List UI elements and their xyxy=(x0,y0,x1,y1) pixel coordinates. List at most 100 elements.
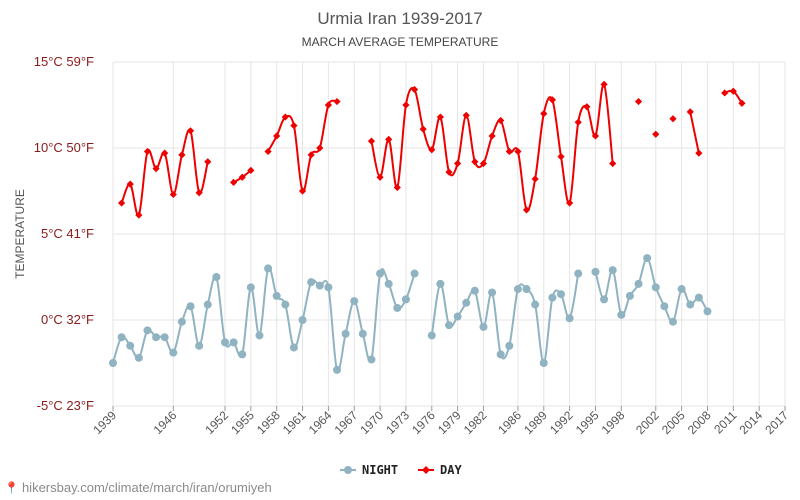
series-line-day xyxy=(370,83,614,212)
data-point-day xyxy=(118,199,126,207)
data-point-day xyxy=(161,149,169,157)
data-point-day xyxy=(488,132,496,140)
data-point-day xyxy=(186,127,195,135)
data-point-day xyxy=(385,135,393,143)
data-point-night xyxy=(238,350,247,359)
data-point-day xyxy=(721,89,729,97)
x-tick-label: 1939 xyxy=(90,408,119,437)
x-tick-label: 1995 xyxy=(573,408,602,437)
data-point-night xyxy=(479,322,488,331)
legend-marker-circle xyxy=(344,466,352,474)
data-point-day xyxy=(376,173,384,181)
data-point-night xyxy=(703,307,712,316)
legend-item-day[interactable]: DAY xyxy=(418,463,462,477)
x-tick-label: 1989 xyxy=(521,408,550,437)
data-point-night xyxy=(229,338,238,347)
data-point-night xyxy=(574,269,583,278)
data-point-night xyxy=(246,283,255,292)
data-point-day xyxy=(324,101,332,109)
y-tick-label: 15°C 59°F xyxy=(34,54,94,69)
data-point-night xyxy=(255,331,264,340)
data-point-night xyxy=(393,303,402,312)
data-point-day xyxy=(178,151,186,159)
data-point-night xyxy=(350,297,359,306)
data-point-day xyxy=(393,183,401,192)
data-point-day xyxy=(264,147,272,156)
data-point-day xyxy=(514,147,522,156)
data-point-night xyxy=(643,254,652,263)
series-night xyxy=(109,254,712,374)
x-tick-label: 1964 xyxy=(306,408,335,437)
data-point-day xyxy=(298,187,307,195)
data-point-day xyxy=(333,97,341,106)
data-point-day xyxy=(600,80,608,88)
data-point-night xyxy=(401,295,410,304)
x-tick-label: 2017 xyxy=(762,408,791,437)
data-point-night xyxy=(358,329,367,338)
data-point-night xyxy=(117,333,126,342)
data-point-day xyxy=(169,190,177,199)
data-point-day xyxy=(402,101,410,109)
data-point-night xyxy=(513,285,522,294)
data-point-day xyxy=(591,132,600,140)
data-point-day xyxy=(367,137,376,145)
data-point-night xyxy=(539,359,548,367)
data-point-night xyxy=(324,283,333,292)
y-tick-label: -5°C 23°F xyxy=(37,398,94,413)
chart-title: Urmia Iran 1939-2017 xyxy=(317,9,482,28)
x-tick-label: 1982 xyxy=(461,408,490,437)
x-tick-label: 2011 xyxy=(711,408,739,436)
legend-item-night[interactable]: NIGHT xyxy=(340,463,398,477)
data-point-night xyxy=(212,273,221,281)
data-point-day xyxy=(652,130,660,138)
series-day xyxy=(118,80,746,219)
data-point-night xyxy=(203,300,212,309)
data-point-night xyxy=(195,341,204,350)
x-tick-label: 1976 xyxy=(409,408,438,437)
data-point-night xyxy=(109,359,117,367)
data-point-day xyxy=(410,85,419,94)
data-point-night xyxy=(660,302,669,311)
data-point-night xyxy=(686,300,695,309)
data-point-day xyxy=(428,146,436,154)
x-tick-label: 2008 xyxy=(685,408,714,437)
data-point-night xyxy=(384,279,393,288)
series-line-night xyxy=(112,266,416,373)
data-point-day xyxy=(669,115,677,123)
data-point-day xyxy=(522,206,531,214)
data-point-day xyxy=(419,125,427,133)
data-point-night xyxy=(376,269,385,278)
x-tick-label: 1970 xyxy=(357,408,386,437)
x-tick-label: 1998 xyxy=(599,408,628,437)
data-point-night xyxy=(496,350,505,359)
data-point-day xyxy=(281,113,289,121)
data-point-day xyxy=(634,97,643,106)
data-point-night xyxy=(470,286,479,295)
data-point-night xyxy=(134,353,143,362)
data-point-night xyxy=(488,288,497,297)
data-point-night xyxy=(557,290,565,299)
series-line-day xyxy=(689,111,700,154)
data-point-day xyxy=(273,132,281,140)
x-tick-label: 1986 xyxy=(495,408,524,437)
data-point-night xyxy=(531,300,540,309)
data-point-night xyxy=(160,333,169,342)
gridlines xyxy=(112,61,786,407)
data-point-day xyxy=(695,149,703,157)
data-point-night xyxy=(651,283,660,292)
footer-url[interactable]: hikersbay.com/climate/march/iran/orumiye… xyxy=(21,480,272,495)
data-point-night xyxy=(462,298,471,307)
data-point-day xyxy=(135,211,143,219)
series-line-day xyxy=(120,128,209,217)
data-point-night xyxy=(264,264,273,273)
series-line-night xyxy=(430,273,580,365)
footer-source[interactable]: 📍 hikersbay.com/climate/march/iran/orumiy… xyxy=(4,480,272,495)
x-tick-label: 1955 xyxy=(228,408,257,437)
data-point-night xyxy=(169,348,178,357)
data-point-day xyxy=(316,144,324,152)
data-point-night xyxy=(333,365,341,374)
data-point-night xyxy=(677,285,686,294)
legend-label: NIGHT xyxy=(362,463,398,477)
data-point-night xyxy=(634,279,643,288)
data-point-day xyxy=(686,108,694,116)
